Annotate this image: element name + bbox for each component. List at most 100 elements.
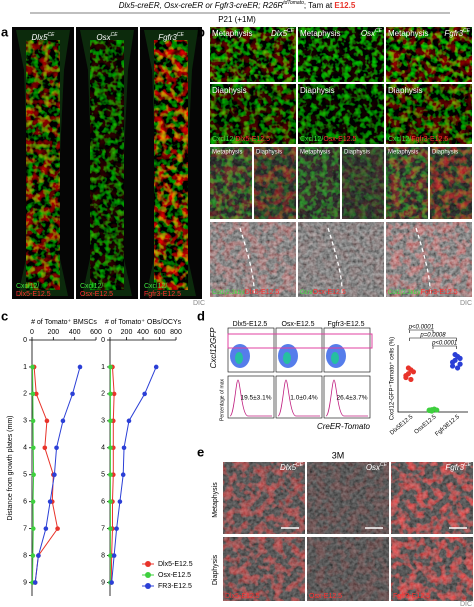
stain: Cxcl12/ — [212, 136, 235, 143]
data-point — [452, 351, 458, 358]
data-point — [44, 418, 50, 424]
data-point — [54, 445, 59, 451]
micrograph-red — [342, 147, 384, 219]
tracer: Fgfr3-E12.5 — [421, 289, 458, 296]
data-point — [60, 418, 66, 424]
column-label: Fgfr3CE — [158, 32, 184, 42]
micrograph-red — [210, 27, 296, 82]
micrograph-red — [210, 222, 296, 297]
x-tick-label: 400 — [137, 329, 149, 336]
stain-label: Cxcl12/Osx-E12.5 — [300, 136, 357, 143]
y-axis-title: Cxcl12-GFP⁺Tomato⁺ cells (%) — [389, 337, 396, 420]
data-point — [30, 391, 36, 397]
micrograph-red — [210, 147, 252, 219]
hist-curve — [229, 379, 272, 417]
region-label: Diaphysis — [300, 86, 335, 95]
micrograph-red — [386, 222, 472, 297]
y-tick-label: 3 — [23, 418, 27, 425]
label-name: Fgfr3 — [445, 463, 464, 472]
data-point — [30, 526, 36, 531]
tracer-label: Dlx5-E12.5 — [16, 291, 51, 298]
bone-outline — [415, 227, 431, 297]
x-tick-label: 600 — [154, 329, 166, 336]
tracer: Osx-E12.5 — [323, 136, 356, 143]
marker: Col1(2.3kb)/ — [388, 290, 421, 296]
label-name: Osx — [366, 463, 381, 472]
panel-letter: a — [1, 24, 9, 39]
region-label: Metaphysis — [212, 150, 242, 156]
label-sup: CE — [463, 28, 471, 34]
x-tick-label: 200 — [121, 329, 133, 336]
micrograph-red — [26, 40, 60, 290]
column-label: OsxCE — [366, 462, 388, 472]
stain-label: Cxcl12/ — [80, 283, 103, 290]
data-point — [108, 553, 113, 558]
data-point — [449, 359, 456, 365]
tracer-label: Osx-E12.5 — [309, 593, 342, 600]
flow-core — [283, 352, 291, 364]
sig-bracket — [409, 337, 457, 341]
pct-label: 19.5±3.1% — [240, 395, 271, 402]
label-sup: CE — [177, 32, 185, 38]
panel-letter: b — [197, 24, 205, 39]
y-tick-label: 1 — [23, 364, 27, 371]
hist-plot — [323, 375, 371, 419]
y-tick-label: 5 — [23, 472, 27, 479]
p-value: p<0.0001 — [408, 325, 434, 331]
data-point — [108, 391, 113, 397]
flow-core — [331, 352, 339, 364]
marker: Col1(2.3kb)/ — [212, 290, 245, 296]
data-point — [32, 580, 38, 585]
region-label: Diaphysis — [212, 554, 219, 585]
stain-label: Col1(2.3kb)/Fgfr3-E12.5 — [388, 289, 458, 296]
timepoint: P21 (+1M) — [218, 15, 256, 24]
y-tick-label: 1 — [101, 364, 105, 371]
axis — [109, 339, 176, 596]
micrograph-red — [210, 84, 296, 144]
legend-label: FR3-E12.5 — [158, 583, 192, 590]
panel-letter: e — [197, 444, 204, 459]
stain: Cxcl12/ — [388, 136, 411, 143]
micrograph-red — [391, 537, 473, 601]
micrograph-red — [386, 147, 428, 219]
region-label: Metaphysis — [300, 29, 340, 38]
p-value: p<0.0001 — [431, 341, 457, 347]
panel-letter: c — [1, 308, 8, 323]
label-name: Dlx5 — [32, 33, 49, 42]
data-point — [30, 418, 36, 424]
y-axis-title: Distance from growth plates (mm) — [7, 415, 14, 520]
flow-y-label: Cxcl12GFP — [209, 327, 218, 369]
dic-label: DIC — [193, 300, 205, 307]
hist-plot — [275, 375, 323, 419]
legend-label: Osx-E12.5 — [158, 572, 191, 579]
region-label: Metaphysis — [388, 29, 428, 38]
group-label: Osx-E12.5 — [281, 321, 314, 328]
data-point — [30, 553, 36, 558]
tracer: Dlx5-E12.5 — [245, 289, 280, 296]
stain-label: Cxcl12/ — [144, 283, 167, 290]
micrograph-red — [307, 537, 389, 601]
label-name: Fgfr3 — [158, 33, 177, 42]
stain-label: Cxcl12/ — [16, 283, 39, 290]
data-point — [449, 363, 456, 369]
micrograph-red — [298, 27, 384, 82]
column-label: OsxCE — [96, 32, 118, 42]
data-point — [457, 355, 463, 361]
data-point — [77, 364, 83, 370]
tracer-label: Dlx5-E12.5 — [225, 593, 260, 600]
title-sup: tdTomato — [283, 0, 304, 6]
data-point — [108, 526, 113, 531]
hist-y-label: Percentage of max — [219, 379, 225, 421]
micrograph-red — [386, 84, 472, 144]
micrograph-red — [298, 84, 384, 144]
column-label: Fgfr3CE — [444, 28, 470, 38]
label-sup: CE — [111, 32, 119, 38]
data-point — [30, 364, 35, 370]
data-point — [43, 526, 49, 531]
x-tick-label: 400 — [69, 329, 81, 336]
tracer-label: Fgfr3-E12.5 — [144, 291, 181, 298]
label-name: Dlx5 — [280, 463, 297, 472]
region-label: Diaphysis — [344, 150, 370, 156]
tracer: Osx-E12.5 — [313, 289, 346, 296]
